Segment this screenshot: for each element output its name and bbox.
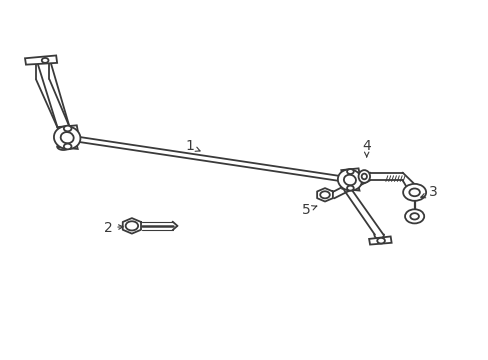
Circle shape	[41, 58, 48, 63]
Polygon shape	[58, 125, 78, 132]
Ellipse shape	[337, 170, 361, 190]
Ellipse shape	[61, 132, 74, 143]
Circle shape	[404, 209, 424, 224]
Text: 3: 3	[420, 185, 437, 199]
Ellipse shape	[54, 126, 81, 149]
Circle shape	[409, 213, 418, 220]
Circle shape	[402, 184, 425, 201]
Ellipse shape	[361, 174, 366, 179]
Ellipse shape	[358, 170, 369, 183]
Circle shape	[125, 221, 138, 230]
Circle shape	[320, 191, 329, 198]
Polygon shape	[25, 55, 57, 65]
Ellipse shape	[343, 175, 355, 185]
Circle shape	[346, 186, 353, 190]
Polygon shape	[368, 237, 391, 244]
Text: 4: 4	[362, 139, 370, 157]
Polygon shape	[58, 143, 78, 149]
Text: 5: 5	[302, 203, 316, 217]
Polygon shape	[341, 185, 359, 190]
Circle shape	[64, 144, 71, 149]
Circle shape	[346, 169, 353, 174]
Text: 1: 1	[184, 139, 200, 153]
Circle shape	[376, 238, 384, 243]
Text: 2: 2	[103, 221, 123, 235]
Circle shape	[64, 126, 71, 131]
Circle shape	[408, 189, 419, 196]
Polygon shape	[341, 168, 359, 175]
